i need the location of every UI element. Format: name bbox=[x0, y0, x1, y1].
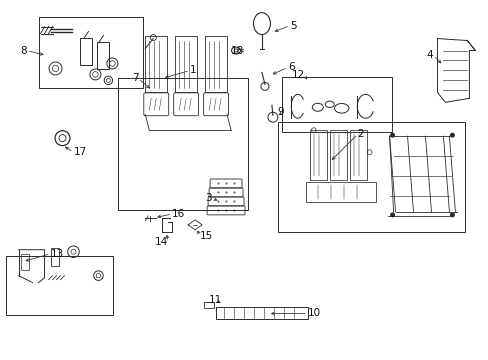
Text: 4: 4 bbox=[426, 50, 432, 60]
Text: 15: 15 bbox=[200, 231, 213, 241]
Bar bbox=[309, 130, 326, 180]
Bar bbox=[216, 306, 307, 319]
Bar bbox=[281, 77, 391, 132]
Bar bbox=[81, 37, 92, 66]
Circle shape bbox=[449, 213, 453, 217]
Bar bbox=[118, 78, 247, 210]
Text: 17: 17 bbox=[73, 147, 86, 157]
Bar bbox=[39, 17, 143, 88]
Text: 2: 2 bbox=[357, 129, 364, 139]
Text: 6: 6 bbox=[287, 62, 294, 72]
Text: 14: 14 bbox=[155, 237, 168, 247]
Bar bbox=[97, 41, 109, 69]
Text: 11: 11 bbox=[208, 294, 222, 305]
Text: 16: 16 bbox=[172, 209, 185, 219]
Bar bbox=[6, 256, 113, 315]
Text: 5: 5 bbox=[289, 21, 296, 31]
Bar bbox=[349, 130, 366, 180]
Circle shape bbox=[449, 134, 453, 137]
Circle shape bbox=[390, 213, 393, 217]
Bar bbox=[305, 182, 375, 202]
Text: 7: 7 bbox=[131, 73, 138, 84]
Bar bbox=[203, 302, 214, 307]
Bar bbox=[50, 248, 59, 266]
Bar bbox=[329, 130, 346, 180]
Text: 1: 1 bbox=[190, 66, 196, 76]
Text: 3: 3 bbox=[205, 193, 212, 203]
Bar bbox=[277, 122, 465, 232]
Bar bbox=[20, 254, 29, 270]
Text: 13: 13 bbox=[50, 249, 63, 259]
Text: 18: 18 bbox=[230, 45, 244, 55]
Text: 9: 9 bbox=[277, 107, 284, 117]
Text: 8: 8 bbox=[20, 45, 26, 55]
Circle shape bbox=[390, 134, 393, 137]
Text: 10: 10 bbox=[307, 309, 320, 319]
Text: 12: 12 bbox=[291, 71, 304, 80]
